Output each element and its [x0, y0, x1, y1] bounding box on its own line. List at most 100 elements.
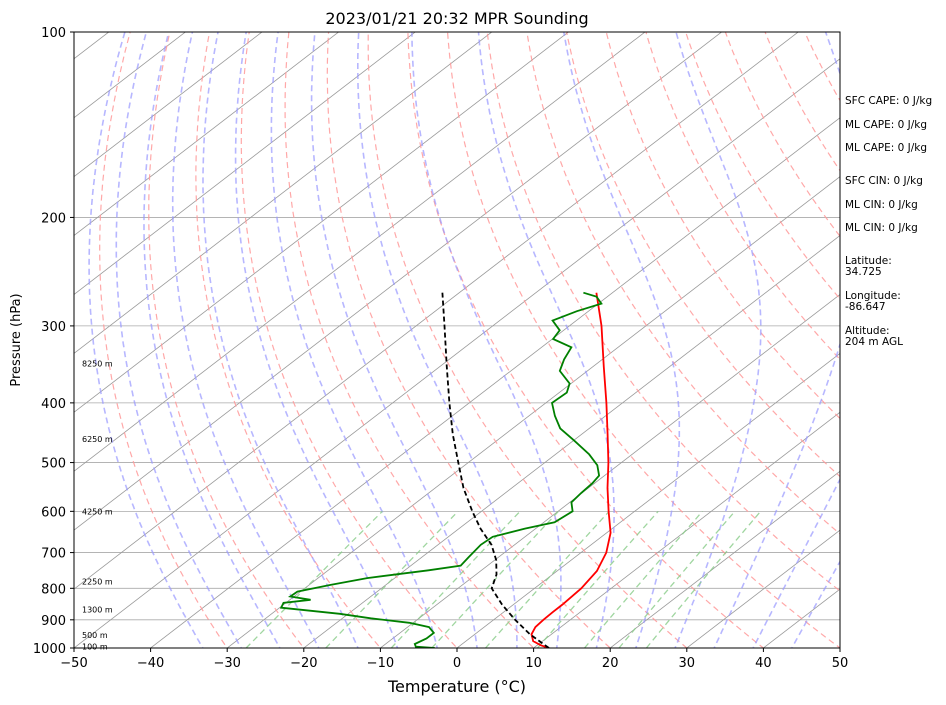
height-label: 2250 m [82, 578, 113, 587]
x-tick-label: 0 [453, 656, 461, 671]
y-tick-label: 700 [41, 547, 66, 562]
moist-adiabat-line [234, 32, 399, 648]
moist-adiabat-line [310, 32, 478, 648]
dry-adiabat-line [326, 32, 612, 648]
mixing-ratio-line [645, 510, 762, 648]
ml-cin-text: ML CIN: 0 J/kg [845, 199, 918, 211]
y-tick-label: 600 [41, 505, 66, 520]
height-labels: 8250 m 6250 m 4250 m 2250 m 1300 m 500 m 100 m [82, 359, 113, 651]
x-tick-label: 40 [755, 656, 772, 671]
mixing-ratio-line [325, 510, 459, 648]
dry-adiabat-line [685, 32, 840, 300]
x-tick-label: −20 [290, 656, 317, 671]
longitude-label: Longitude: [845, 290, 901, 302]
y-axis-label: Pressure (hPa) [9, 293, 24, 386]
isotherm-line [74, 32, 340, 237]
x-tick-label: 20 [602, 656, 619, 671]
moist-adiabat-line [713, 32, 840, 648]
height-label: 500 m [82, 631, 108, 640]
x-tick-label: 30 [679, 656, 696, 671]
background-lines [74, 19, 946, 661]
isotherm-line [74, 32, 263, 178]
isotherm-line [456, 352, 840, 648]
moist-adiabat-line [88, 32, 204, 648]
isotherm-line [74, 32, 416, 295]
altitude-label: Altitude: [845, 325, 890, 337]
longitude-value: -86.647 [845, 301, 886, 313]
mixing-ratio-line [485, 510, 610, 648]
moist-adiabat-line [357, 32, 518, 648]
y-tick-label: 500 [41, 457, 66, 472]
sfc-cape-text: SFC CAPE: 0 J/kg [845, 95, 932, 107]
y-tick-label: 800 [41, 582, 66, 597]
temperature-line [530, 292, 612, 648]
height-label: 100 m [82, 643, 108, 652]
x-tick-label: 10 [525, 656, 542, 671]
isotherm-line [74, 32, 493, 354]
isotherm-line [226, 176, 840, 648]
dry-adiabat-line [645, 32, 840, 361]
isotherm-line [74, 32, 799, 590]
moist-adiabat-line [790, 559, 840, 648]
moist-adiabat-line [411, 32, 562, 648]
dry-adiabat-line [446, 32, 840, 648]
parcel-line [441, 292, 550, 648]
sfc-cin-text: SFC CIN: 0 J/kg [845, 175, 923, 187]
isotherm-line [74, 32, 570, 413]
mixing-ratio-line [537, 510, 659, 648]
axes: −50 −40 −30 −20 −10 0 10 20 30 40 50 100 200 300 400 50… [33, 26, 848, 671]
moist-adiabat-line [477, 32, 615, 648]
dry-adiabat-line [195, 32, 382, 648]
isotherm-line [74, 32, 187, 119]
x-tick-label: −30 [213, 656, 240, 671]
ml-cape-text-2: ML CAPE: 0 J/kg [845, 142, 927, 154]
dry-adiabat-line [724, 32, 840, 238]
moist-adiabat-line [752, 477, 840, 648]
sounding-lines [279, 291, 612, 648]
moist-adiabat-line [115, 32, 243, 648]
moist-adiabat-line [202, 32, 359, 648]
ml-cin-text-2: ML CIN: 0 J/kg [845, 222, 918, 234]
y-tick-label: 900 [41, 614, 66, 629]
indices-panel: SFC CAPE: 0 J/kg ML CAPE: 0 J/kg ML CAPE… [845, 95, 932, 348]
ml-cape-text: ML CAPE: 0 J/kg [845, 119, 927, 131]
x-tick-label: −40 [137, 656, 164, 671]
moist-adiabat-line [171, 32, 320, 648]
dry-adiabat-line [486, 32, 840, 592]
x-tick-label: −50 [60, 656, 87, 671]
x-axis-label: Temperature (°C) [387, 677, 526, 696]
y-tick-label: 1000 [33, 642, 66, 657]
height-label: 4250 m [82, 507, 113, 516]
dry-adiabat-line [99, 32, 228, 648]
latitude-value: 34.725 [845, 266, 882, 278]
latitude-label: Latitude: [845, 255, 892, 267]
mixing-ratio-line [584, 510, 703, 648]
x-tick-label: −10 [367, 656, 394, 671]
isotherm-line [149, 117, 840, 648]
y-tick-label: 100 [41, 26, 66, 41]
dewpoint-line [279, 291, 603, 648]
chart-title: 2023/01/21 20:32 MPR Sounding [325, 9, 588, 28]
height-label: 1300 m [82, 606, 113, 615]
dry-adiabat-line [407, 32, 765, 648]
mixing-ratio-line [431, 510, 559, 648]
plot-frame [73, 31, 841, 649]
y-tick-label: 400 [41, 397, 66, 412]
isotherm-line [609, 470, 840, 648]
altitude-value: 204 m AGL [845, 336, 903, 348]
isotherm-line [74, 32, 646, 472]
mixing-ratio-line [618, 510, 736, 648]
x-tick-label: 50 [832, 656, 849, 671]
height-label: 6250 m [82, 435, 113, 444]
dry-adiabat-line [284, 32, 535, 648]
mixing-ratio-line [390, 510, 521, 648]
y-tick-label: 300 [41, 320, 66, 335]
isotherm-line [303, 235, 840, 648]
dry-adiabat-line [148, 32, 305, 648]
height-label: 8250 m [82, 359, 113, 368]
moist-adiabat-line [563, 32, 681, 648]
moist-adiabat-line [674, 32, 762, 648]
dry-adiabat-line [916, 19, 946, 661]
isotherm-line [532, 411, 840, 648]
